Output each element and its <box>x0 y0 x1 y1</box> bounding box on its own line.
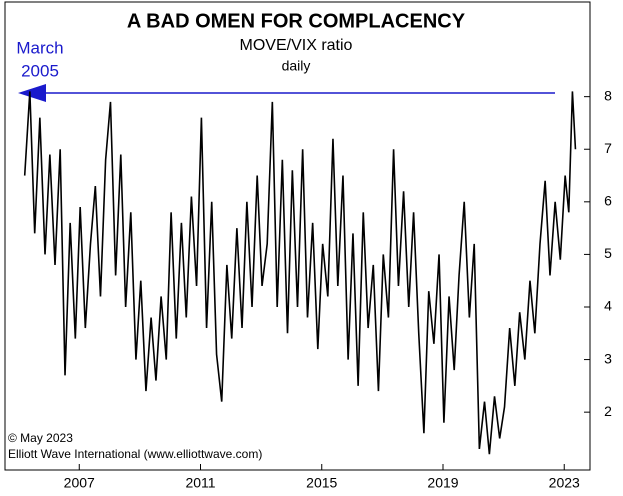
data-line <box>23 91 577 455</box>
arrow-head <box>18 84 46 102</box>
y-tick-label: 8 <box>604 87 612 103</box>
y-tick-label: 6 <box>604 193 612 209</box>
plot-frame <box>4 1 591 471</box>
annotation: March <box>16 38 63 57</box>
x-tick-label: 2019 <box>427 475 458 491</box>
x-tick-label: 2011 <box>185 475 215 491</box>
y-tick-label: 2 <box>604 403 612 419</box>
chart-subtitle: MOVE/VIX ratio <box>240 37 353 54</box>
x-tick-label: 2015 <box>306 475 337 491</box>
chart-title: A BAD OMEN FOR COMPLACENCY <box>127 10 466 32</box>
credit: © May 2023 <box>8 431 73 445</box>
x-tick-label: 2007 <box>64 475 95 491</box>
y-tick-label: 5 <box>604 245 612 261</box>
y-tick-label: 7 <box>604 140 612 156</box>
x-tick-label: 2023 <box>549 475 580 491</box>
annotation: 2005 <box>21 61 59 80</box>
y-tick-label: 3 <box>604 350 612 366</box>
credit: Elliott Wave International (www.elliottw… <box>8 447 262 461</box>
y-tick-label: 4 <box>604 298 612 314</box>
frequency-label: daily <box>282 58 311 74</box>
